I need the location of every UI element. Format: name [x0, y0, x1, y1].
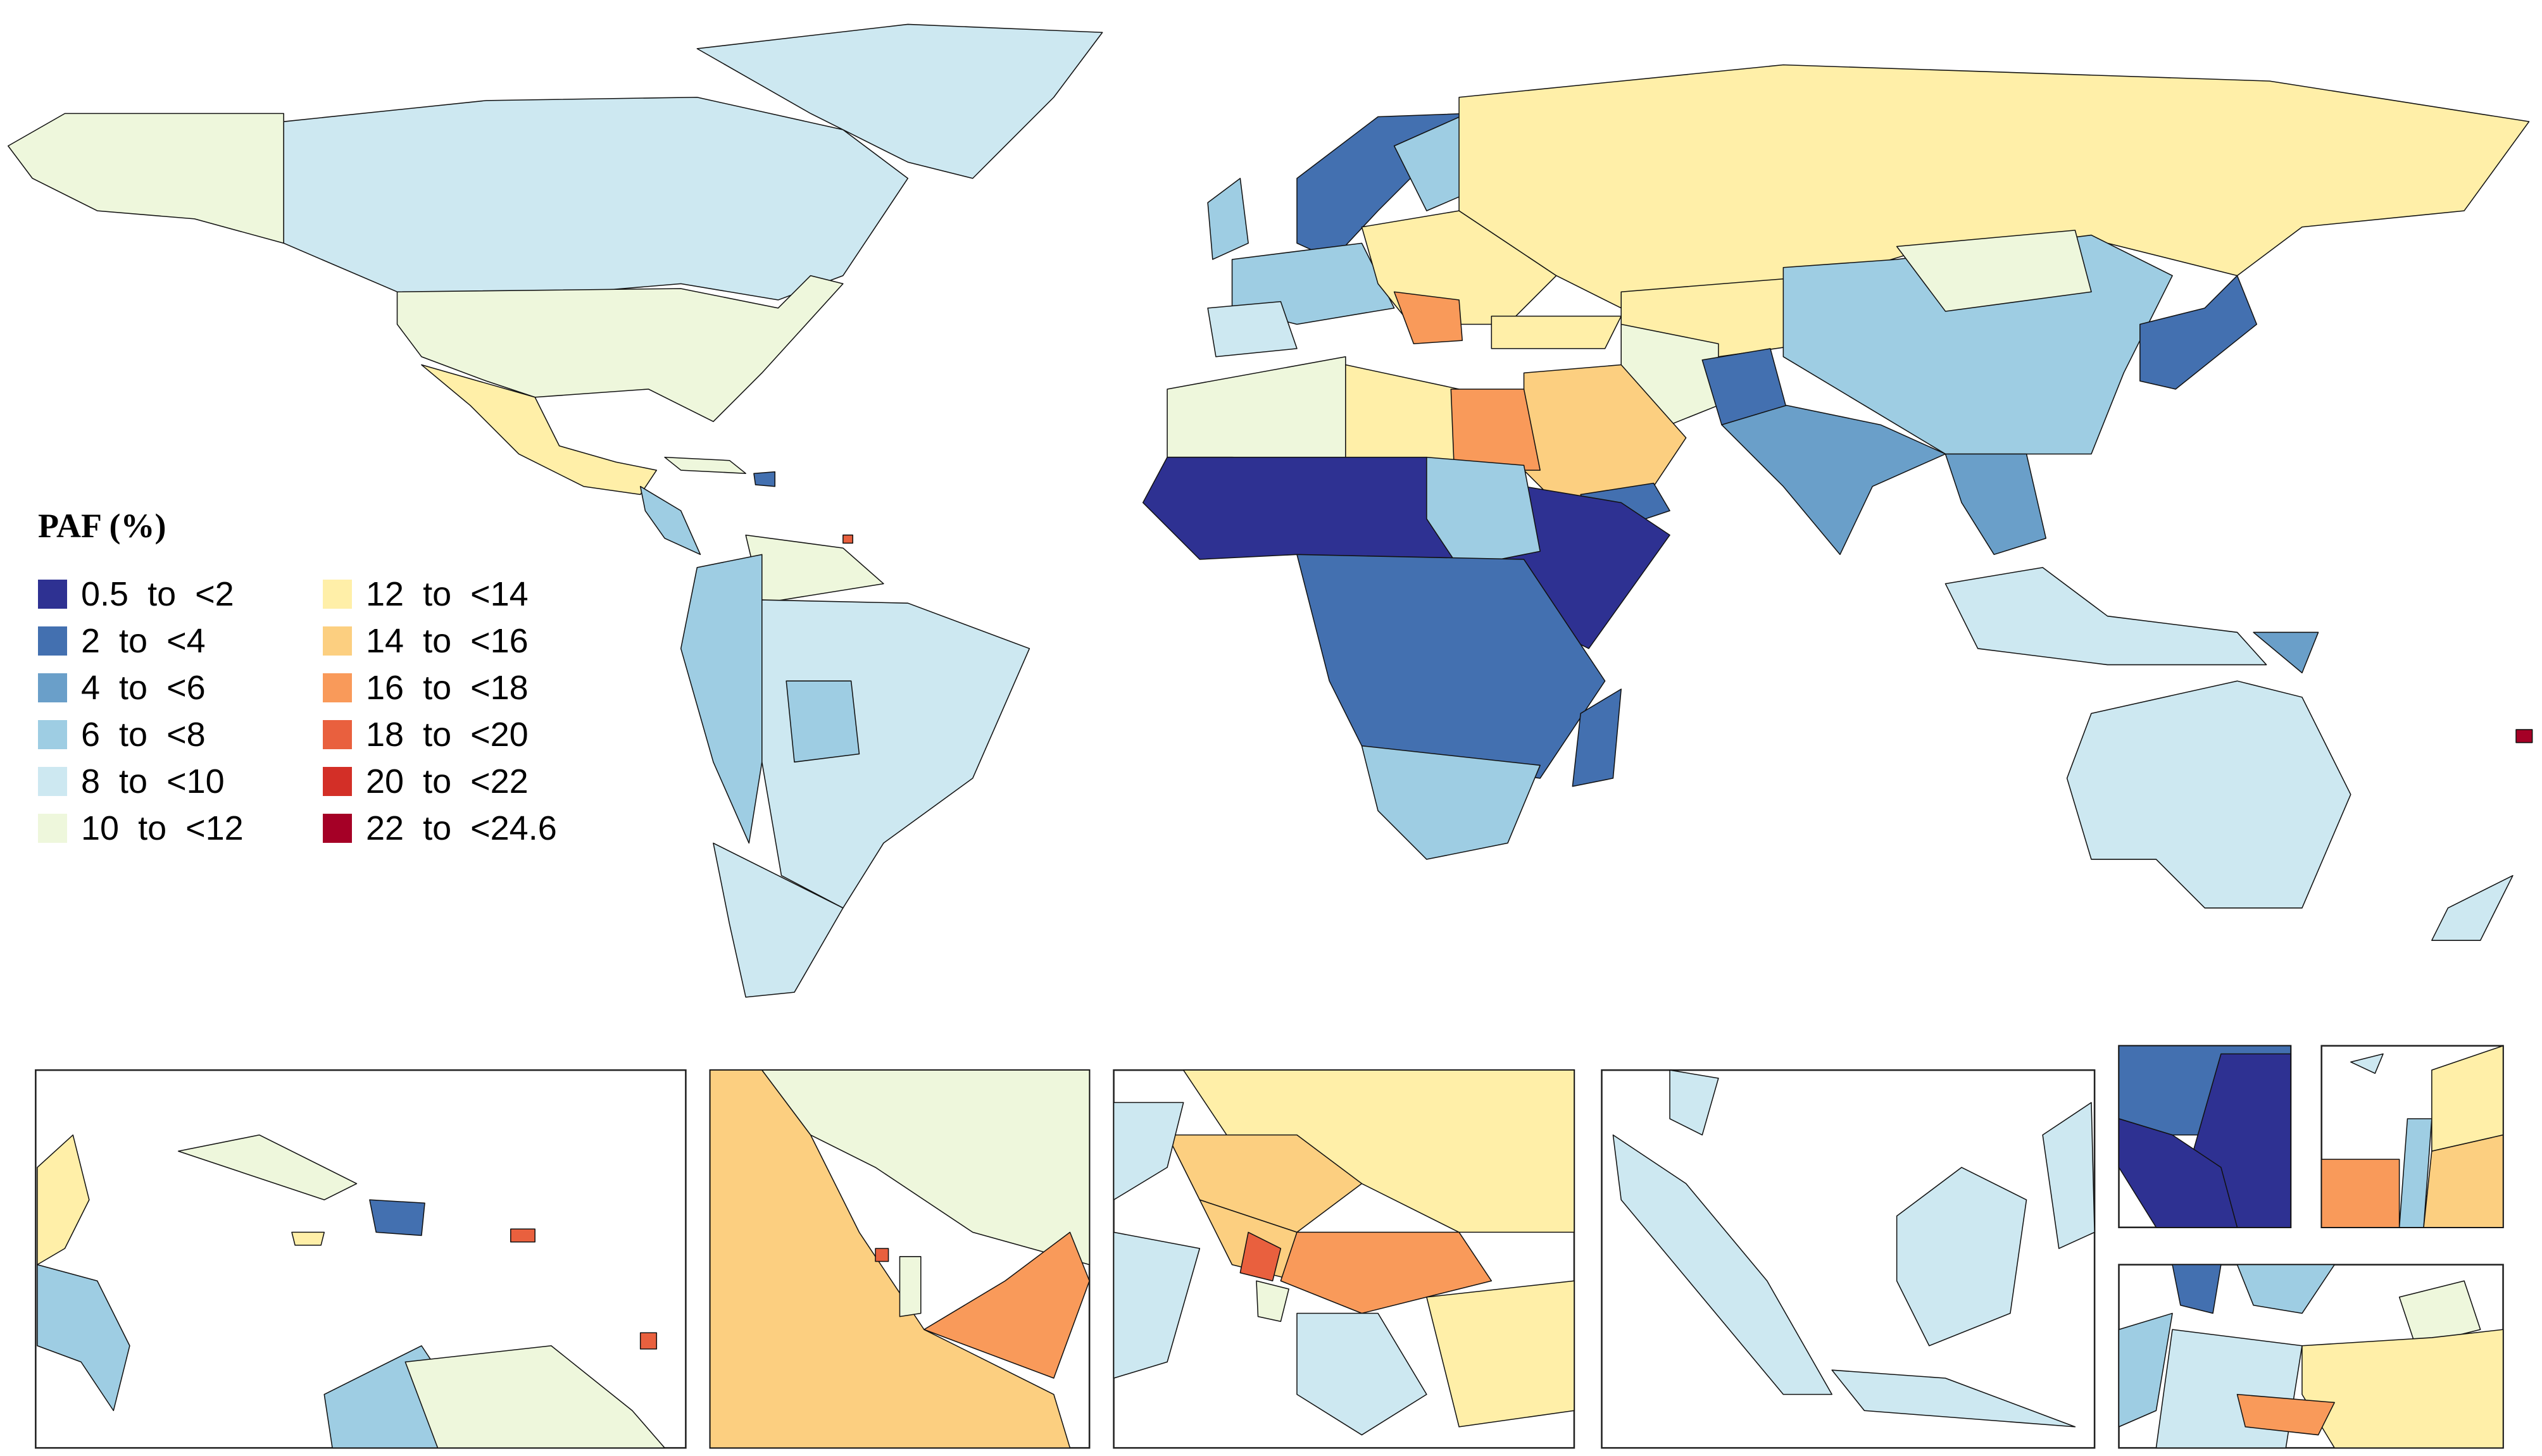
- legend-swatch: [323, 720, 352, 749]
- region-trinidad: [842, 534, 853, 544]
- region-usa: [396, 275, 844, 422]
- legend-item: 14 to <16: [323, 618, 608, 664]
- legend-item: 18 to <20: [323, 711, 608, 758]
- legend-label: 22 to <24.6: [366, 809, 557, 847]
- legend-item: 8 to <10: [38, 758, 323, 805]
- region-canada: [283, 96, 909, 301]
- region-australia: [2066, 680, 2351, 909]
- region-southern-africa: [1361, 745, 1541, 860]
- legend-label: 0.5 to <2: [81, 575, 234, 613]
- region-fiji: [2515, 729, 2533, 744]
- region-brazil: [761, 599, 1030, 909]
- region-egypt: [1450, 389, 1541, 471]
- region-central-america: [639, 485, 701, 556]
- legend-label: 20 to <22: [366, 762, 529, 800]
- region-venezuela-guianas: [745, 534, 884, 604]
- inset-caribbean: [35, 1069, 687, 1449]
- inset-balkans: [1113, 1069, 1575, 1449]
- region-russia: [1458, 64, 2530, 309]
- legend-swatch: [323, 626, 352, 656]
- legend-swatch: [38, 814, 67, 843]
- legend-swatch: [38, 673, 67, 702]
- legend-swatch: [38, 720, 67, 749]
- inset-indonesia: [1601, 1069, 2096, 1449]
- inset-levant: [2320, 1045, 2504, 1228]
- legend-item: 12 to <14: [323, 571, 608, 618]
- legend-label: 2 to <4: [81, 622, 206, 660]
- region-iberia: [1207, 301, 1298, 358]
- region-turkey: [1491, 315, 1622, 349]
- legend-swatch: [323, 673, 352, 702]
- region-indonesia: [1944, 567, 2267, 666]
- legend-swatch: [38, 626, 67, 656]
- region-korea-japan: [2139, 275, 2257, 390]
- legend-item: 2 to <4: [38, 618, 323, 664]
- region-andes: [680, 554, 763, 844]
- region-papua-new-guinea: [2253, 632, 2319, 674]
- legend-swatch: [38, 580, 67, 609]
- legend-label: 6 to <8: [81, 716, 206, 754]
- region-mongolia: [1896, 230, 2092, 312]
- legend: PAF (%) 0.5 to <2 2 to <4 4 to <6 6 to <8 8 …: [38, 506, 608, 852]
- legend-swatch: [323, 814, 352, 843]
- legend-label: 8 to <10: [81, 762, 225, 800]
- legend-swatch: [38, 767, 67, 796]
- legend-title: PAF (%): [38, 507, 166, 545]
- inset-persian-gulf: [709, 1069, 1091, 1449]
- inset-central-europe: [2118, 1264, 2504, 1449]
- region-bolivia: [786, 680, 860, 763]
- region-cuba: [664, 456, 746, 474]
- legend-item: 10 to <12: [38, 805, 323, 852]
- main-world-map: [8, 23, 2533, 998]
- legend-item: 22 to <24.6: [323, 805, 608, 852]
- region-alaska: [8, 113, 284, 244]
- legend-label: 4 to <6: [81, 669, 206, 707]
- region-mexico: [421, 364, 658, 495]
- region-north-africa: [1167, 356, 1346, 463]
- legend-label: 18 to <20: [366, 716, 529, 754]
- legend-label: 14 to <16: [366, 622, 529, 660]
- legend-item: 20 to <22: [323, 758, 608, 805]
- region-libya: [1345, 364, 1460, 471]
- legend-item: 0.5 to <2: [38, 571, 323, 618]
- region-new-zealand: [2431, 874, 2514, 941]
- region-greenland: [696, 23, 1103, 179]
- region-madagascar: [1572, 688, 1622, 787]
- region-argentina-chile: [713, 842, 844, 998]
- legend-item: 4 to <6: [38, 664, 323, 711]
- legend-label: 12 to <14: [366, 575, 529, 613]
- legend-label: 10 to <12: [81, 809, 244, 847]
- inset-west-africa: [2118, 1045, 2292, 1228]
- region-southeast-asia: [1944, 453, 2047, 556]
- legend-label: 16 to <18: [366, 669, 529, 707]
- region-uk: [1207, 178, 1249, 260]
- legend-items: 0.5 to <2 2 to <4 4 to <6 6 to <8 8 to <10 10…: [38, 571, 608, 852]
- legend-item: 6 to <8: [38, 711, 323, 758]
- region-india: [1721, 404, 1946, 556]
- legend-swatch: [323, 767, 352, 796]
- region-haiti: [753, 471, 776, 487]
- legend-swatch: [323, 580, 352, 609]
- legend-item: 16 to <18: [323, 664, 608, 711]
- region-balkans: [1393, 291, 1463, 344]
